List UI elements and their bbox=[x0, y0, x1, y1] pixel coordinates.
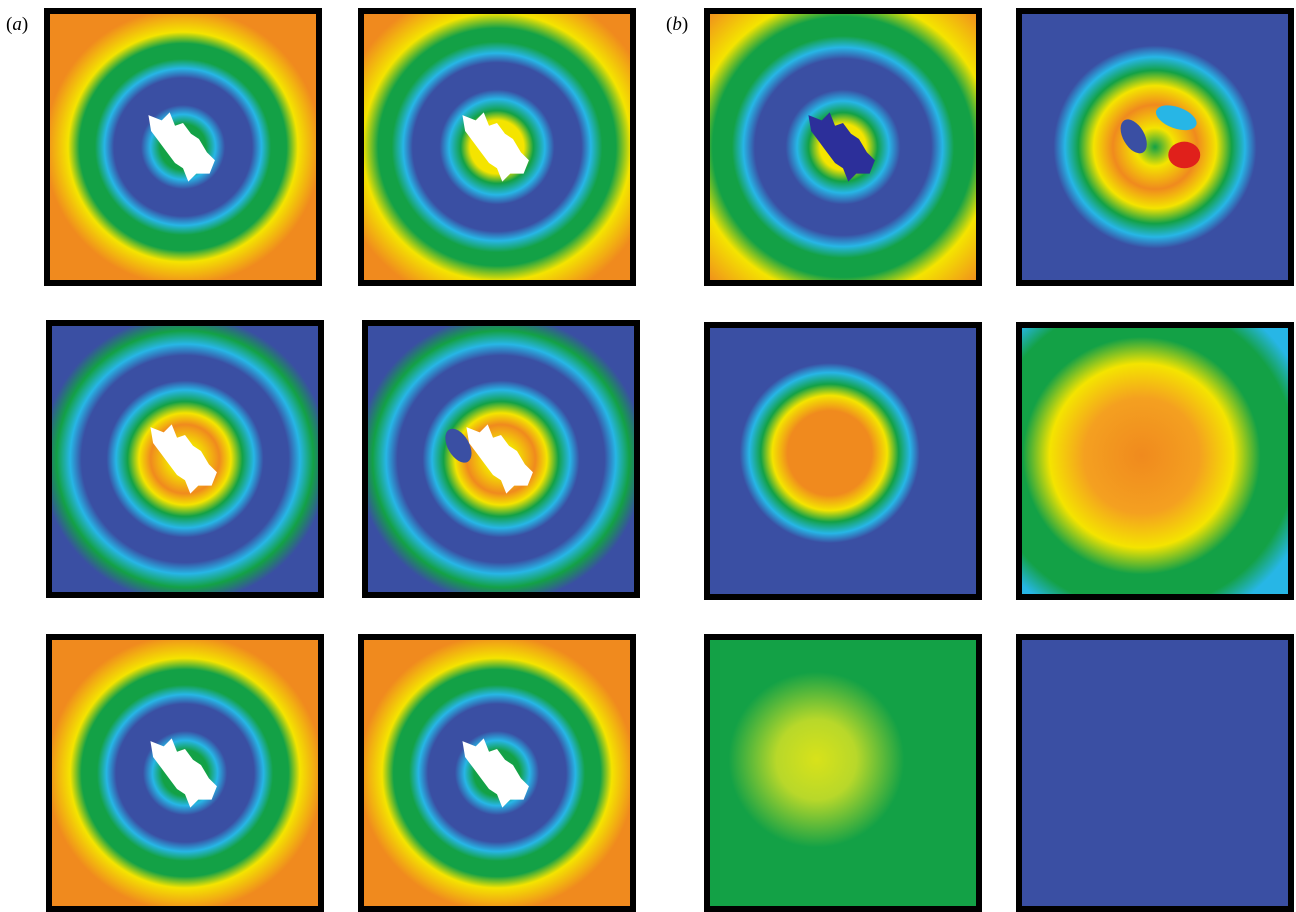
b-frame-5 bbox=[704, 634, 982, 912]
a-frame-4 bbox=[362, 320, 640, 598]
b-frame-2 bbox=[1016, 8, 1294, 286]
a-frame-2 bbox=[358, 8, 636, 286]
a-frame-5 bbox=[46, 634, 324, 912]
a-frame-3 bbox=[46, 320, 324, 598]
a-frame-1 bbox=[44, 8, 322, 286]
b-frame-3 bbox=[704, 322, 982, 600]
b-frame-1 bbox=[704, 8, 982, 286]
panel-label-b: (b) bbox=[666, 14, 689, 35]
a-frame-6 bbox=[358, 634, 636, 912]
b-frame-4 bbox=[1016, 322, 1294, 600]
panel-label-a: (a) bbox=[6, 14, 29, 35]
b-frame-6 bbox=[1016, 634, 1294, 912]
